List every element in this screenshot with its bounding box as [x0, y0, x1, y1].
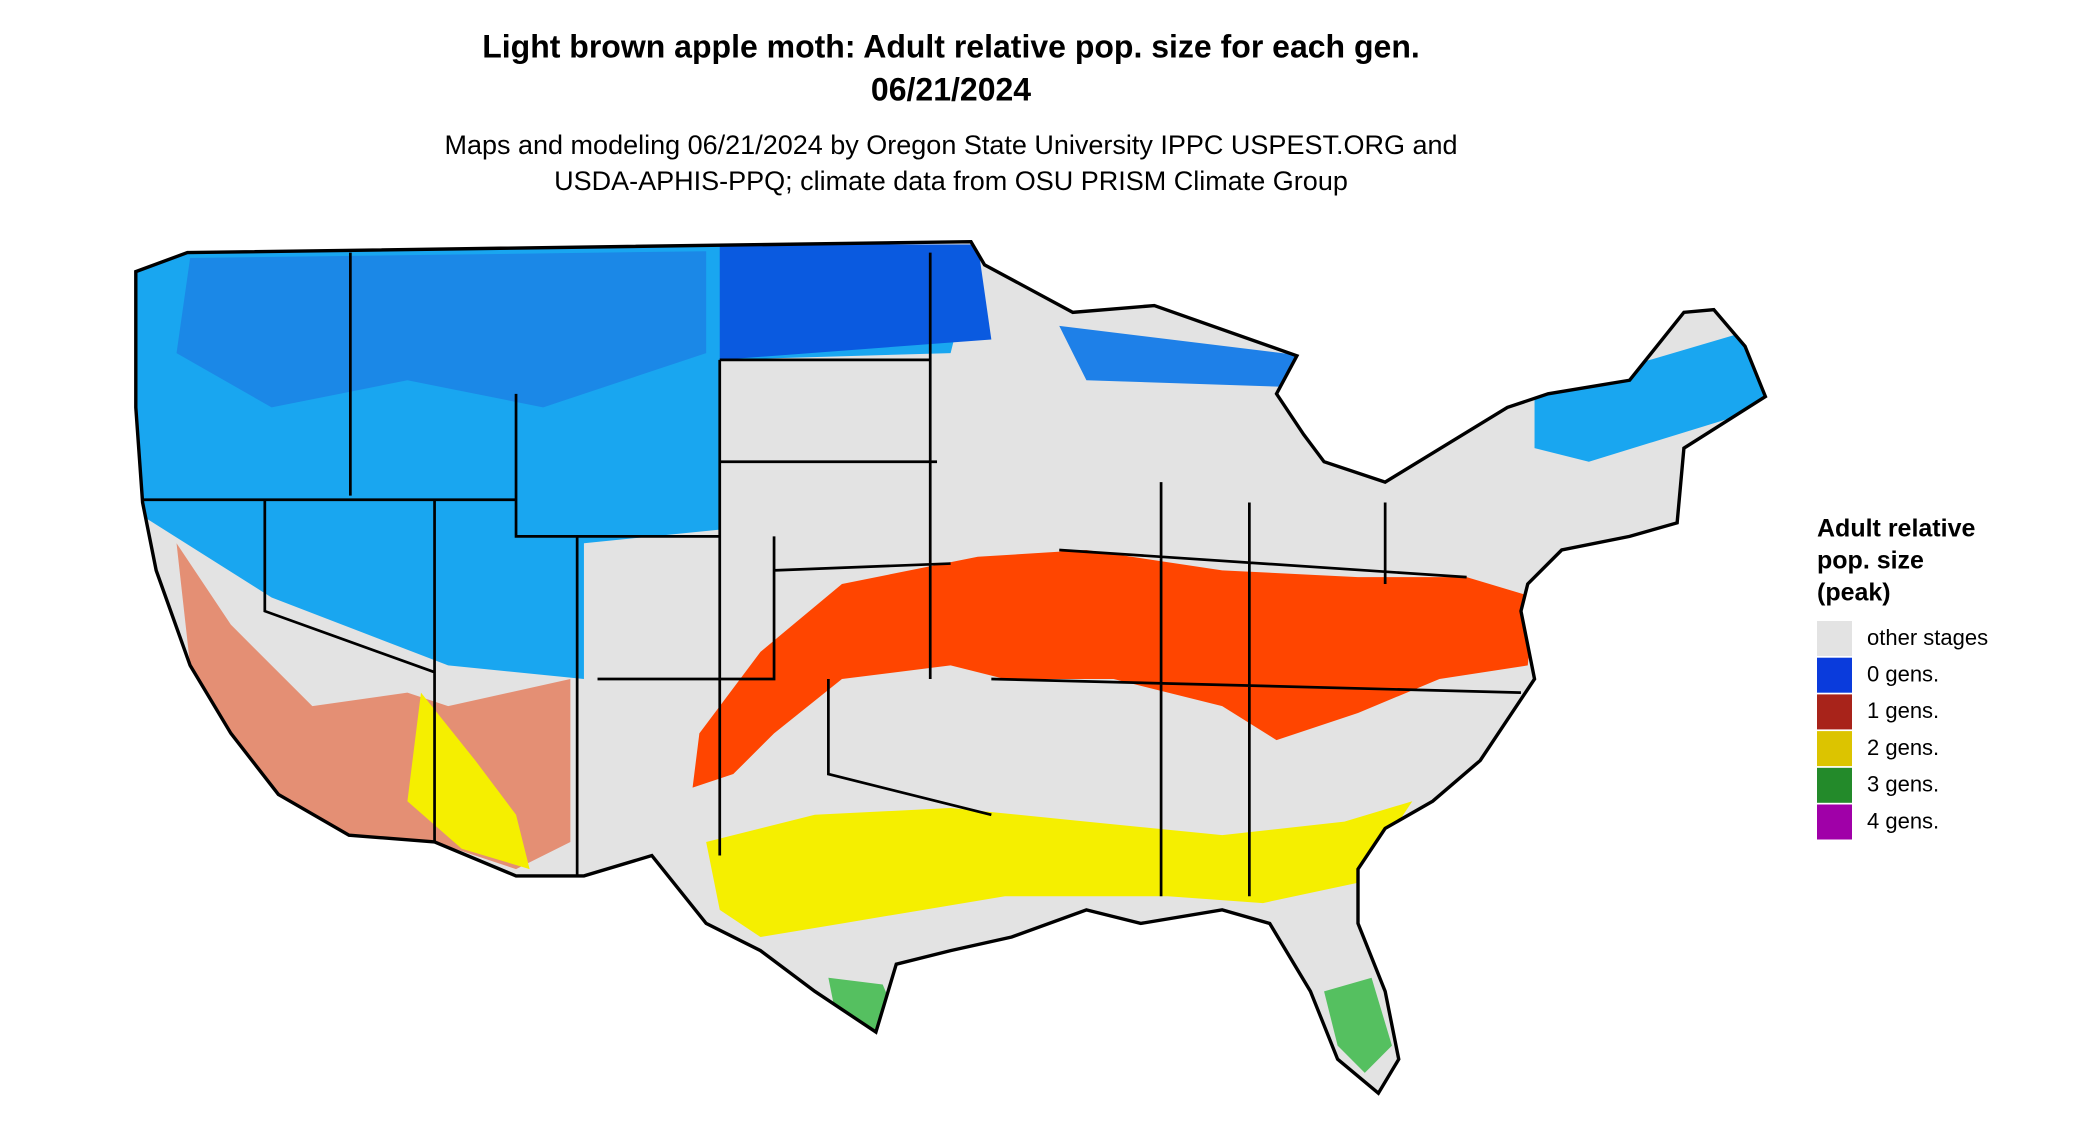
legend-title: Adult relative: [1817, 515, 1975, 543]
subtitle: USDA-APHIS-PPQ; climate data from OSU PR…: [554, 166, 1348, 196]
legend-swatch: [1817, 767, 1852, 803]
legend-label: 3 gens.: [1867, 772, 1939, 797]
zone-orange: [692, 549, 1535, 788]
zone-blue-mn: [719, 244, 992, 360]
legend-label: 1 gens.: [1867, 698, 1939, 723]
legend-label: other stages: [1867, 625, 1988, 650]
zone-green-fl: [1324, 977, 1392, 1073]
subtitle: Maps and modeling 06/21/2024 by Oregon S…: [444, 130, 1457, 160]
state-borders: [142, 252, 1521, 897]
zone-blue-mi: [1059, 325, 1304, 388]
legend-title: pop. size: [1817, 547, 1924, 575]
legend-label: 0 gens.: [1867, 662, 1939, 687]
zone-blue-ne: [1534, 325, 1766, 462]
legend-label: 4 gens.: [1867, 808, 1939, 833]
legend-swatch: [1817, 731, 1852, 767]
legend-swatch: [1817, 694, 1852, 730]
legend: Adult relative pop. size (peak) other stage…: [1817, 515, 1988, 840]
zone-yellow-az: [407, 692, 530, 870]
legend-swatch: [1817, 657, 1852, 693]
legend-title: (peak): [1817, 579, 1891, 607]
us-map: [134, 240, 1768, 1095]
legend-label: 2 gens.: [1867, 735, 1939, 760]
zone-yellow: [706, 801, 1413, 938]
zone-green-tx: [828, 977, 904, 1046]
title-date: 06/21/2024: [871, 71, 1031, 107]
state-lines: [142, 252, 1521, 897]
legend-swatch: [1817, 804, 1852, 840]
zone-darkblue: [176, 251, 707, 408]
title: Light brown apple moth: Adult relative p…: [482, 28, 1420, 64]
legend-swatch: [1817, 621, 1852, 656]
